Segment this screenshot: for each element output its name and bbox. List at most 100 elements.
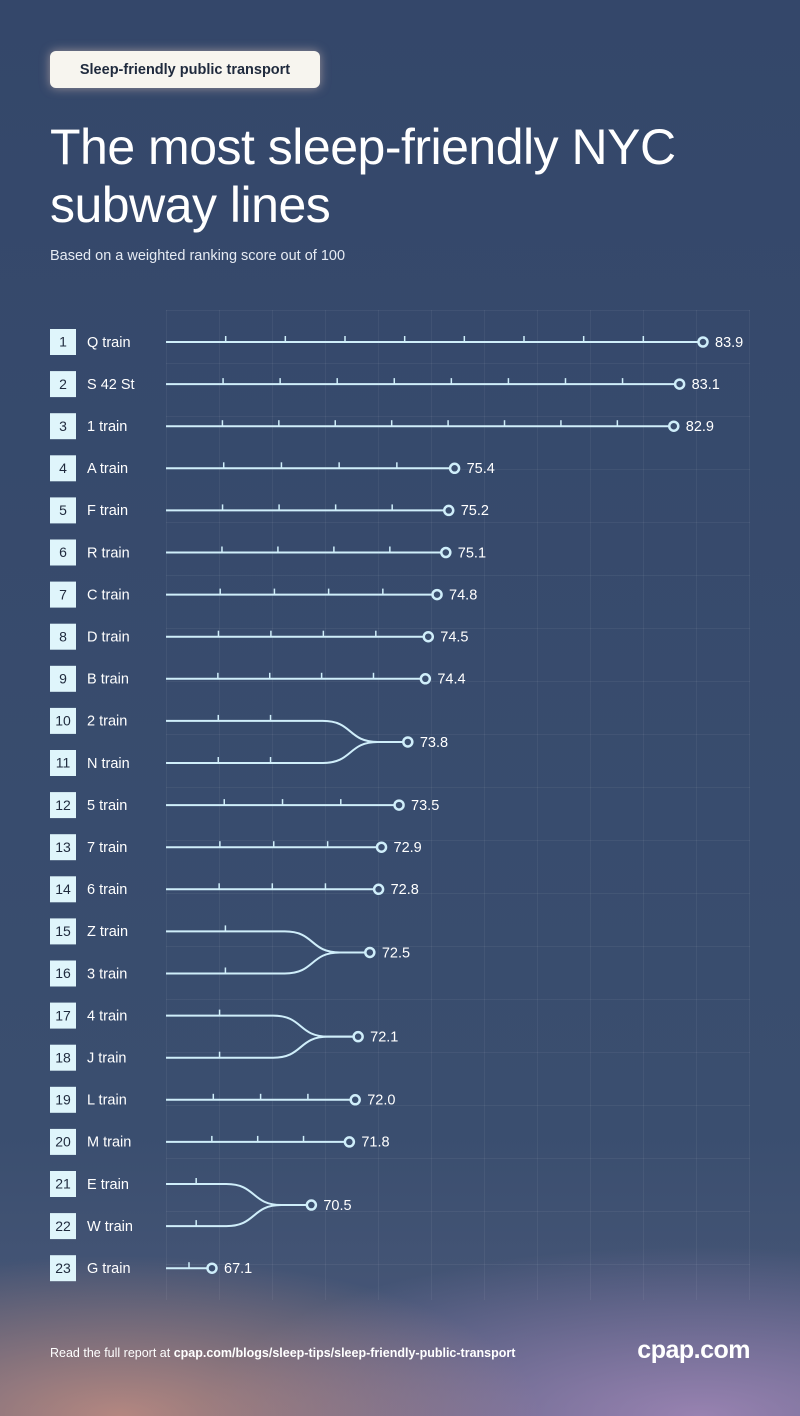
rank-label: 19: [55, 1092, 71, 1108]
rank-box: [50, 1002, 76, 1029]
line-name: S 42 St: [87, 377, 135, 393]
end-stop: [442, 504, 455, 517]
rank-box: [50, 497, 76, 524]
rank-label: 18: [55, 1049, 71, 1065]
line-name: B train: [87, 672, 129, 688]
rank-box: [50, 918, 76, 945]
end-stop: [372, 883, 385, 896]
rank-label: 12: [55, 797, 71, 813]
rank-label: 7: [59, 586, 67, 602]
line-name: Z train: [87, 924, 128, 940]
value-label: 75.1: [458, 545, 486, 561]
value-label: 82.9: [686, 419, 714, 435]
end-stop: [206, 1262, 218, 1274]
rank-box: [50, 329, 76, 355]
end-stop: [668, 420, 680, 432]
line-name: 1 train: [87, 419, 127, 435]
subway-line: [166, 1204, 312, 1228]
title: The most sleep-friendly NYC subway lines: [50, 119, 676, 233]
value-label: 71.8: [361, 1135, 389, 1151]
line-name: F train: [87, 503, 128, 519]
rank-box: [50, 1213, 76, 1240]
line-name: W train: [87, 1219, 133, 1235]
line-name: E train: [87, 1177, 129, 1193]
rank-box: [50, 581, 76, 608]
end-stop: [402, 736, 414, 748]
line-name: 6 train: [87, 882, 127, 898]
rank-label: 23: [55, 1260, 71, 1276]
footer: Read the full report at cpap.com/blogs/s…: [50, 1346, 515, 1360]
rank-label: 4: [59, 460, 67, 476]
value-label: 72.1: [370, 1029, 398, 1045]
subway-line: [166, 1014, 359, 1038]
line-name: G train: [87, 1261, 131, 1277]
line-name: 4 train: [87, 1008, 127, 1024]
subway-line: [166, 719, 408, 743]
rank-box: [50, 665, 76, 692]
subtitle: Based on a weighted ranking score out of…: [50, 248, 346, 264]
value-label: 83.1: [692, 377, 720, 393]
end-stop: [419, 673, 432, 685]
subway-line: [166, 1035, 359, 1059]
rank-box: [50, 750, 76, 776]
footer-link[interactable]: cpap.com/blogs/sleep-tips/sleep-friendly…: [173, 1346, 516, 1360]
value-label: 74.8: [449, 587, 477, 603]
end-stop: [697, 336, 709, 348]
line-name: 5 train: [87, 798, 127, 814]
value-label: 72.8: [391, 882, 419, 898]
value-label: 73.8: [420, 735, 448, 751]
rank-box: [50, 371, 76, 398]
end-stop: [673, 378, 686, 390]
subway-line: [166, 951, 370, 975]
rank-label: 8: [59, 628, 67, 644]
rank-box: [50, 413, 76, 440]
rank-label: 9: [59, 671, 67, 687]
rank-box: [50, 1086, 76, 1113]
end-stop: [422, 630, 435, 643]
subway-line: [166, 740, 408, 764]
rank-label: 5: [59, 502, 67, 518]
rank-box: [50, 1171, 76, 1197]
line-name: M train: [87, 1135, 131, 1151]
value-label: 72.9: [394, 840, 422, 856]
rank-label: 10: [55, 713, 71, 729]
rank-label: 14: [55, 881, 71, 897]
line-name: A train: [87, 461, 128, 477]
rank-box: [50, 792, 76, 819]
rank-label: 13: [55, 839, 71, 855]
line-name: N train: [87, 756, 130, 772]
rank-box: [50, 539, 76, 566]
end-stop: [375, 841, 388, 853]
subway-line: [166, 1183, 312, 1207]
rank-label: 15: [55, 923, 71, 939]
value-label: 75.2: [461, 503, 489, 519]
rank-label: 20: [55, 1134, 71, 1150]
footer-text: Read the full report at: [50, 1346, 174, 1360]
rank-label: 21: [55, 1176, 71, 1192]
logo: cpap.com: [637, 1336, 750, 1364]
line-name: L train: [87, 1093, 127, 1109]
rank-label: 17: [55, 1007, 71, 1023]
rank-box: [50, 455, 76, 482]
end-stop: [448, 462, 461, 475]
rank-label: 11: [56, 755, 71, 771]
value-label: 73.5: [411, 798, 439, 814]
line-name: C train: [87, 587, 130, 603]
rank-label: 16: [55, 965, 71, 981]
value-label: 75.4: [467, 461, 495, 477]
rank-box: [50, 1128, 76, 1155]
rank-label: 3: [59, 418, 67, 434]
line-name: 3 train: [87, 966, 127, 982]
end-stop: [343, 1136, 356, 1148]
value-label: 67.1: [224, 1261, 252, 1277]
chart: 1 Q train 83.9 2 S 42 St 83.1 3 1 train 82.9 4 A t…: [50, 329, 743, 1282]
rank-label: 2: [59, 376, 67, 392]
end-stop: [364, 946, 376, 959]
rank-box: [50, 834, 76, 861]
rank-label: 22: [55, 1218, 71, 1234]
value-label: 74.4: [437, 672, 465, 688]
subway-line: [166, 930, 370, 954]
end-stop: [349, 1094, 361, 1106]
line-name: D train: [87, 630, 130, 646]
rank-box: [50, 1255, 76, 1282]
